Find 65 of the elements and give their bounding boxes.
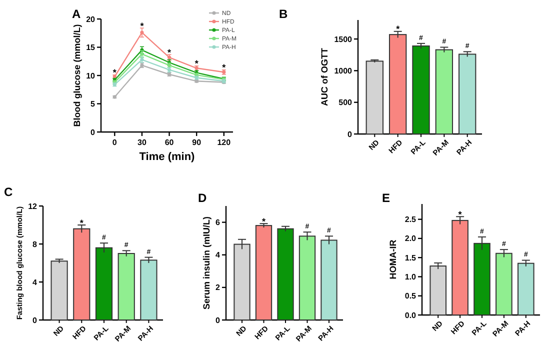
annotation: *	[112, 68, 117, 78]
y-tick-label: 20	[86, 14, 96, 24]
point	[140, 30, 144, 34]
annotation: *	[140, 20, 144, 31]
y-tick-label: 0.5	[404, 292, 417, 301]
chart-title: B	[279, 7, 288, 22]
y-tick-label: 1.5	[404, 253, 417, 262]
bar	[518, 262, 534, 316]
chart-title: D	[198, 191, 207, 206]
bar	[277, 228, 294, 320]
bar	[435, 49, 454, 134]
bar	[366, 60, 384, 134]
x-tick-label: 0	[112, 138, 118, 147]
annotation: *	[80, 218, 84, 228]
y-tick-label: 1.0	[404, 272, 417, 282]
chart-title: A	[72, 7, 81, 22]
y-tick-label: 500	[338, 98, 353, 108]
y-axis-title: Blood glucose (mmol/L)	[72, 24, 82, 127]
bar	[458, 54, 476, 134]
y-axis-title: Serum insulin (mIU/L)	[201, 216, 212, 310]
bar	[298, 236, 316, 320]
y-tick-label: 0	[90, 128, 96, 137]
bar	[234, 244, 250, 320]
y-tick-label: 8	[32, 240, 38, 249]
bar	[412, 45, 430, 134]
y-tick-label: 10	[86, 71, 96, 80]
x-tick-label: 30	[138, 138, 147, 147]
y-tick-label: 4	[32, 278, 38, 287]
y-tick-label: 2.0	[404, 234, 417, 244]
bar	[73, 228, 90, 320]
annotation: *	[222, 62, 226, 73]
bar	[255, 225, 272, 320]
y-tick-label: 2.5	[404, 215, 417, 224]
y-tick-label: 6	[216, 218, 221, 228]
annotation: *	[168, 47, 172, 58]
y-tick-label: 1500	[334, 34, 353, 44]
chart-title: C	[4, 185, 13, 200]
annotation: *	[194, 58, 199, 69]
x-axis-title: Time (min)	[139, 151, 196, 163]
bar	[50, 260, 68, 320]
y-tick-label: 2	[216, 283, 221, 292]
y-tick-label: 5	[90, 100, 96, 109]
y-tick-label: 15	[86, 43, 96, 52]
annotation: *	[396, 24, 400, 34]
bar	[118, 253, 135, 320]
x-tick-label: 90	[192, 138, 202, 147]
y-tick-label: 1000	[334, 66, 353, 76]
annotation: *	[458, 209, 462, 220]
y-axis-title: AUC of OGTT	[320, 48, 330, 106]
y-tick-label: 4	[216, 250, 221, 260]
y-tick-label: 0	[348, 130, 353, 139]
x-tick-label: 60	[164, 138, 174, 147]
bar	[95, 247, 113, 320]
y-tick-label: 0.0	[404, 310, 417, 320]
y-tick-label: 12	[28, 202, 38, 211]
annotation: *	[262, 216, 266, 226]
bar	[140, 260, 158, 320]
bar	[388, 34, 407, 134]
y-axis-title: HOMA-IR	[388, 239, 398, 280]
bar	[430, 266, 446, 316]
x-tick-label: 120	[217, 138, 232, 147]
bar	[496, 252, 512, 316]
bar	[452, 220, 468, 316]
chart-title: E	[382, 191, 390, 206]
bar	[320, 240, 338, 320]
